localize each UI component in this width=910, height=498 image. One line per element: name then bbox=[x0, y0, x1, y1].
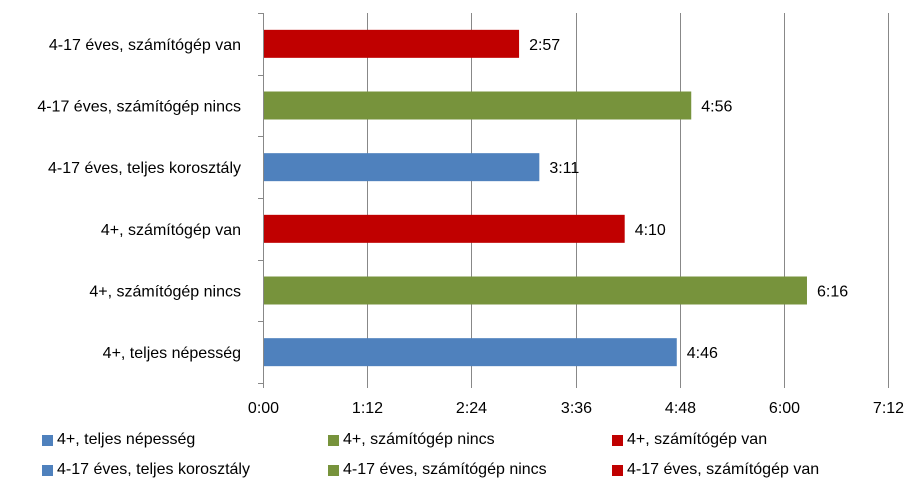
labels: 0:00 1:12 2:24 3:36 4:48 6:00 7:12 4+, teljes n… bbox=[37, 37, 904, 417]
x-tick-label-5: 6:00 bbox=[769, 400, 800, 417]
bar-2 bbox=[264, 214, 625, 243]
data-label-1: 6:16 bbox=[817, 284, 848, 301]
x-tick-label-4: 4:48 bbox=[665, 400, 696, 417]
x-tick-label-6: 7:12 bbox=[873, 400, 904, 417]
gridlines bbox=[367, 13, 889, 383]
data-label-4: 4:56 bbox=[701, 99, 732, 116]
x-tick-label-3: 3:36 bbox=[561, 400, 592, 417]
bars bbox=[264, 29, 807, 367]
category-label-5: 4-17 éves, számítógép van bbox=[49, 37, 241, 54]
bar-5 bbox=[264, 29, 520, 58]
data-label-5: 2:57 bbox=[529, 37, 560, 54]
data-label-3: 3:11 bbox=[549, 160, 579, 177]
bar-4 bbox=[264, 91, 692, 120]
x-tick-label-2: 2:24 bbox=[456, 400, 487, 417]
x-tick-label-0: 0:00 bbox=[248, 400, 279, 417]
bar-0 bbox=[264, 338, 677, 367]
category-label-2: 4+, számítógép van bbox=[101, 222, 241, 239]
data-label-2: 4:10 bbox=[635, 222, 666, 239]
category-label-4: 4-17 éves, számítógép nincs bbox=[37, 99, 241, 116]
category-label-0: 4+, teljes népesség bbox=[103, 345, 241, 362]
axes bbox=[258, 13, 889, 388]
category-label-1: 4+, számítógép nincs bbox=[89, 284, 241, 301]
bar-1 bbox=[264, 276, 807, 305]
data-label-0: 4:46 bbox=[687, 345, 718, 362]
category-label-3: 4-17 éves, teljes korosztály bbox=[48, 160, 241, 177]
x-tick-label-1: 1:12 bbox=[352, 400, 383, 417]
bar-3 bbox=[264, 153, 540, 182]
